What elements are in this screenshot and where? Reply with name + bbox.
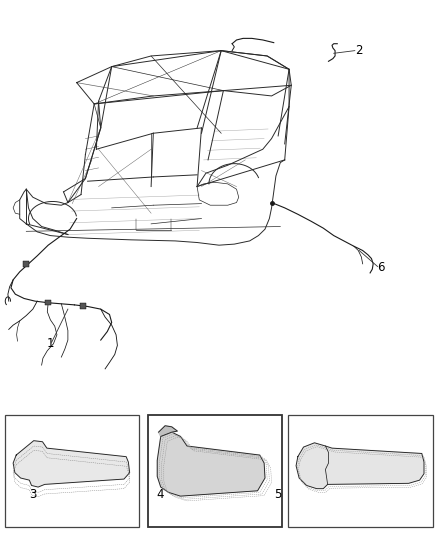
Text: 5: 5: [275, 488, 282, 501]
Text: 1: 1: [46, 337, 54, 350]
Polygon shape: [296, 443, 424, 489]
Text: 2: 2: [355, 44, 363, 57]
Text: 4: 4: [156, 488, 164, 501]
Text: 3: 3: [29, 488, 36, 501]
Bar: [23, 261, 29, 266]
Bar: [5, 415, 139, 527]
Text: 6: 6: [377, 261, 385, 274]
Bar: [148, 415, 282, 527]
Bar: [288, 415, 433, 527]
Polygon shape: [13, 441, 130, 487]
Polygon shape: [159, 426, 177, 437]
Bar: [45, 300, 51, 305]
Polygon shape: [157, 432, 265, 496]
Bar: [80, 303, 86, 309]
